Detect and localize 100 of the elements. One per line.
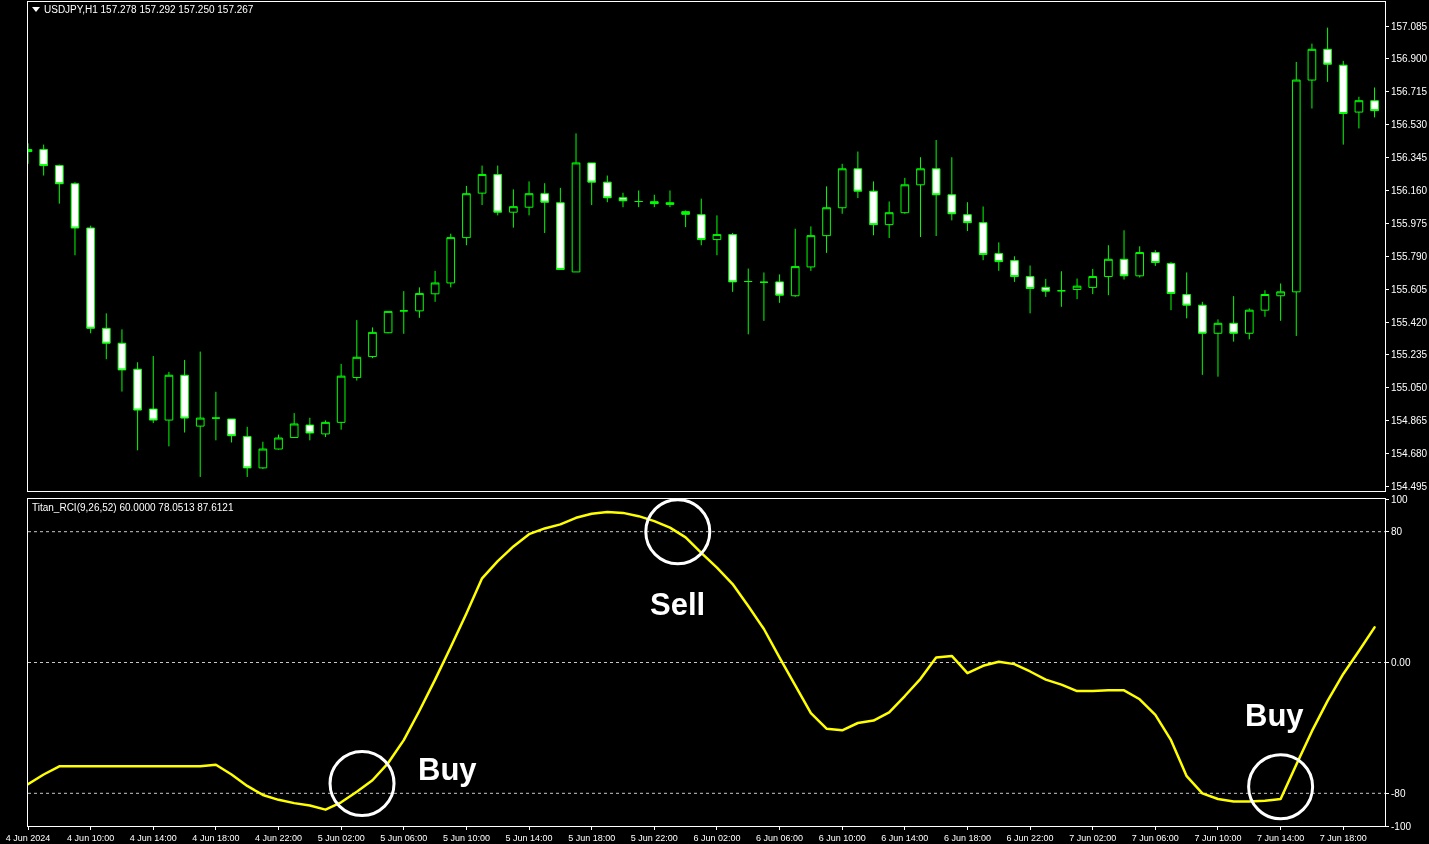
candlestick [383, 310, 393, 334]
y-tick-label: 100 [1391, 493, 1409, 505]
candlestick [884, 201, 894, 239]
candlestick [759, 271, 769, 322]
candlestick [1135, 245, 1145, 278]
candlestick [587, 162, 597, 206]
y-tick-label: 155.235 [1391, 349, 1428, 361]
candlestick [462, 185, 471, 246]
candlestick [1025, 265, 1035, 314]
candlestick [1166, 261, 1176, 311]
candlestick [916, 156, 925, 238]
candlestick [86, 225, 95, 334]
candlestick [524, 180, 534, 216]
candlestick [133, 361, 142, 451]
candlestick [806, 225, 816, 272]
candlestick [336, 363, 346, 431]
x-tick-label: 7 Jun 10:00 [1194, 832, 1242, 843]
y-tick-label: 156.345 [1391, 152, 1428, 164]
annotation: Sell [650, 587, 706, 622]
candlestick [540, 182, 550, 234]
candlestick [853, 151, 863, 199]
candlestick [743, 268, 753, 335]
x-tick-label: 4 Jun 18:00 [192, 832, 240, 843]
x-tick-label: 5 Jun 18:00 [568, 832, 616, 843]
y-tick-label: 155.050 [1391, 382, 1428, 394]
candlestick [775, 273, 784, 304]
candlestick [39, 144, 48, 177]
chart-title: Titan_RCI(9,26,52) 60.0000 78.0513 87.6121 [32, 501, 234, 513]
candlestick [978, 205, 988, 261]
y-tick-label: 156.160 [1391, 184, 1428, 196]
y-tick-label: 154.680 [1391, 448, 1428, 460]
x-tick-label: 4 Jun 10:00 [67, 832, 115, 843]
candlestick [180, 359, 189, 433]
candlestick [368, 326, 377, 359]
annotation: Buy [1245, 698, 1305, 733]
candlestick [696, 198, 706, 246]
x-tick-label: 5 Jun 10:00 [442, 832, 490, 843]
candlestick [1291, 61, 1301, 337]
x-tick-label: 5 Jun 06:00 [380, 832, 428, 843]
candlestick [1010, 255, 1019, 283]
candlestick [399, 290, 409, 335]
y-tick-label: 0.00 [1391, 657, 1411, 668]
candlestick [258, 441, 268, 470]
y-tick-label: 155.605 [1391, 283, 1428, 295]
candlestick [869, 180, 878, 236]
candlestick [618, 192, 628, 208]
candlestick [1072, 278, 1082, 300]
y-tick-label: -100 [1391, 820, 1412, 832]
x-tick-label: 6 Jun 22:00 [1006, 832, 1054, 843]
x-tick-label: 4 Jun 14:00 [129, 832, 177, 843]
candlestick [571, 132, 581, 273]
candlestick [305, 417, 315, 441]
y-tick-label: 156.900 [1391, 53, 1428, 65]
candlestick [195, 351, 205, 478]
x-tick-label: 4 Jun 22:00 [255, 832, 303, 843]
candlestick [649, 194, 659, 208]
candlestick [931, 139, 941, 237]
candlestick [509, 188, 518, 229]
candlestick [822, 185, 831, 254]
candlestick [1323, 27, 1332, 83]
candlestick [994, 241, 1004, 272]
candlestick [1338, 60, 1348, 146]
x-tick-label: 5 Jun 02:00 [317, 832, 365, 843]
x-tick-label: 6 Jun 10:00 [818, 832, 866, 843]
candlestick [1307, 43, 1317, 110]
candlestick [1088, 268, 1098, 295]
candlestick [211, 391, 221, 441]
candlestick [1354, 96, 1364, 129]
y-tick-label: 156.530 [1391, 119, 1428, 131]
y-tick-label: 156.715 [1391, 86, 1428, 98]
x-tick-label: 6 Jun 14:00 [881, 832, 929, 843]
candlestick [446, 233, 456, 288]
x-tick-label: 7 Jun 14:00 [1257, 832, 1305, 843]
candlestick [289, 412, 299, 439]
candlestick [556, 187, 565, 270]
candlestick [70, 181, 80, 256]
candlestick [164, 371, 174, 447]
y-tick-label: 154.865 [1391, 415, 1428, 427]
candlestick [1229, 295, 1238, 343]
candlestick [1276, 282, 1285, 322]
candlestick [1213, 318, 1223, 378]
candlestick [900, 177, 910, 215]
x-tick-label: 6 Jun 06:00 [756, 832, 804, 843]
annotation: Buy [418, 752, 478, 787]
y-tick-label: 154.495 [1391, 481, 1428, 493]
candlestick [1041, 278, 1051, 298]
y-tick-label: 157.085 [1391, 20, 1428, 32]
candlestick [227, 418, 236, 443]
candlestick [728, 232, 737, 293]
x-tick-label: 5 Jun 14:00 [505, 832, 553, 843]
candlestick [321, 419, 330, 438]
candlestick [1370, 87, 1379, 118]
y-tick-label: -80 [1391, 787, 1406, 799]
x-tick-label: 5 Jun 22:00 [630, 832, 678, 843]
y-tick-label: 155.420 [1391, 316, 1428, 328]
candlestick [101, 312, 111, 360]
candlestick [1119, 229, 1129, 281]
x-tick-label: 6 Jun 02:00 [693, 832, 741, 843]
candlestick [242, 426, 252, 478]
x-tick-label: 4 Jun 2024 [5, 832, 51, 843]
